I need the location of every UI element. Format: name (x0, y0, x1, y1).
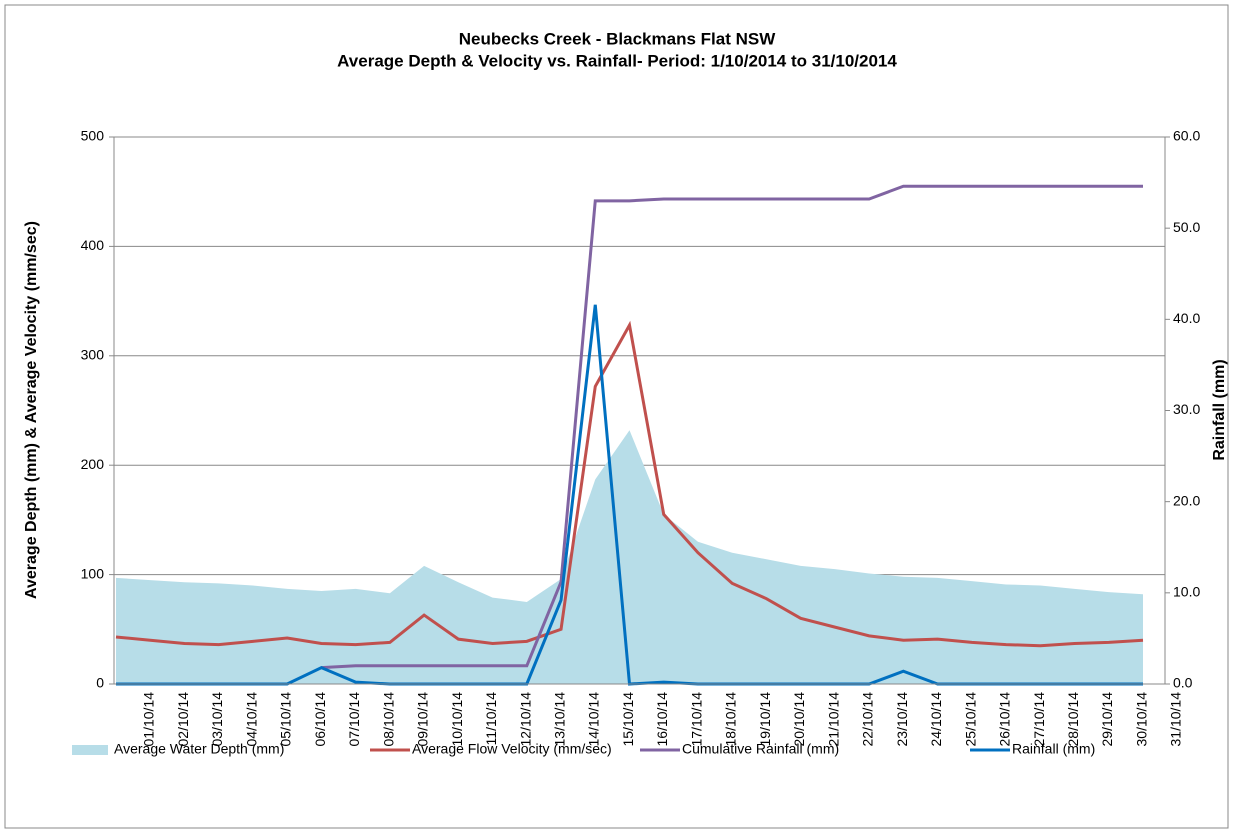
legend-label: Average Flow Velocity (mm/sec) (412, 741, 612, 757)
chart-title: Neubecks Creek - Blackmans Flat NSW (459, 29, 776, 48)
x-tick-label: 25/10/14 (962, 692, 978, 747)
x-tick-label: 16/10/14 (654, 692, 670, 747)
x-tick-label: 02/10/14 (175, 692, 191, 747)
x-tick-label: 19/10/14 (757, 692, 773, 747)
x-tick-label: 11/10/14 (483, 692, 499, 746)
x-tick-label: 23/10/14 (894, 692, 910, 747)
y-tick-label: 400 (81, 237, 105, 253)
y2-tick-label: 40.0 (1173, 310, 1200, 326)
x-tick-label: 09/10/14 (415, 692, 431, 747)
legend-swatch (72, 745, 108, 755)
y-tick-label: 200 (81, 456, 105, 472)
x-tick-label: 26/10/14 (997, 692, 1013, 747)
legend-label: Average Water Depth (mm) (114, 741, 284, 757)
x-tick-label: 15/10/14 (620, 692, 636, 747)
x-tick-label: 08/10/14 (380, 692, 396, 747)
chart-subtitle: Average Depth & Velocity vs. Rainfall- P… (337, 51, 897, 70)
legend-label: Rainfall (mm) (1012, 741, 1095, 757)
x-tick-label: 12/10/14 (517, 692, 533, 747)
x-tick-label: 01/10/14 (141, 692, 157, 747)
y2-tick-label: 20.0 (1173, 492, 1200, 508)
y2-axis-title: Rainfall (mm) (1211, 359, 1228, 460)
y2-tick-label: 50.0 (1173, 219, 1200, 235)
x-tick-label: 06/10/14 (312, 692, 328, 747)
y2-tick-label: 0.0 (1173, 675, 1193, 691)
x-tick-label: 28/10/14 (1065, 692, 1081, 747)
x-tick-label: 21/10/14 (825, 692, 841, 747)
x-tick-label: 30/10/14 (1133, 692, 1149, 747)
x-tick-label: 24/10/14 (928, 692, 944, 747)
x-tick-label: 20/10/14 (791, 692, 807, 747)
y-tick-label: 0 (96, 675, 104, 691)
line (115, 320, 1144, 648)
y-axis-title: Average Depth (mm) & Average Velocity (m… (23, 221, 40, 599)
x-tick-label: 31/10/14 (1168, 692, 1184, 747)
x-tick-label: 10/10/14 (449, 692, 465, 747)
x-tick-label: 27/10/14 (1031, 692, 1047, 747)
y2-tick-label: 30.0 (1173, 401, 1200, 417)
x-tick-label: 17/10/14 (688, 692, 704, 747)
x-tick-label: 07/10/14 (346, 692, 362, 747)
y2-tick-label: 60.0 (1173, 128, 1200, 144)
x-tick-label: 14/10/14 (586, 692, 602, 747)
x-tick-label: 29/10/14 (1099, 692, 1115, 747)
x-tick-label: 03/10/14 (209, 692, 225, 747)
x-tick-label: 18/10/14 (723, 692, 739, 747)
y-tick-label: 300 (81, 347, 105, 363)
x-tick-label: 05/10/14 (278, 692, 294, 747)
y-tick-label: 500 (81, 128, 105, 144)
legend-label: Cumulative Rainfall (mm) (682, 741, 839, 757)
x-tick-label: 22/10/14 (860, 692, 876, 747)
x-tick-label: 13/10/14 (552, 692, 568, 747)
y-tick-label: 100 (81, 565, 105, 581)
area (116, 430, 1143, 684)
line (321, 184, 1143, 670)
x-tick-label: 04/10/14 (243, 692, 259, 747)
y2-tick-label: 10.0 (1173, 584, 1200, 600)
chart-border (4, 4, 1229, 829)
